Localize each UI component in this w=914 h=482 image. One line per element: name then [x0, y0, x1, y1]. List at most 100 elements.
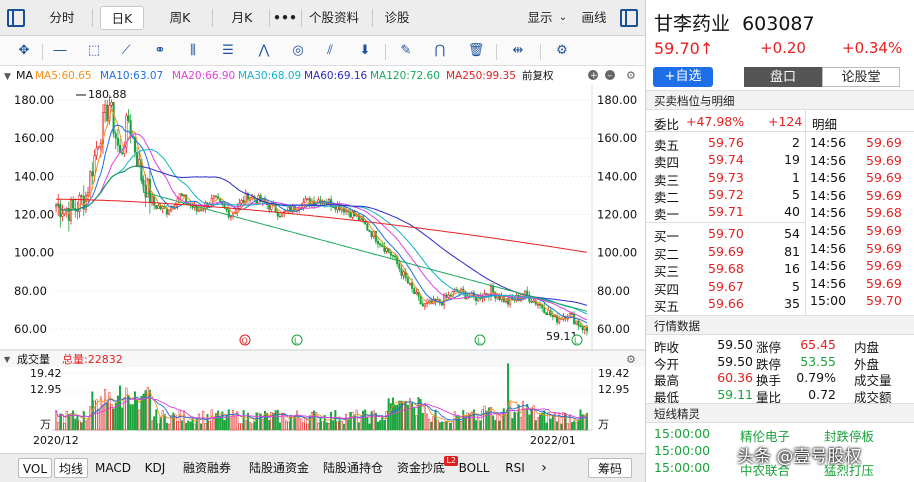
gann-tool-icon[interactable]: ⫽: [327, 43, 333, 58]
parallel-tool-icon[interactable]: ⫼: [190, 43, 196, 58]
alert-time: 15:00:00: [654, 443, 711, 458]
tab-daily-k[interactable]: 日K: [100, 6, 144, 30]
event-marker-l[interactable]: L: [291, 334, 303, 346]
ma-settings-icon[interactable]: ⚙: [626, 69, 636, 82]
add-watchlist-button[interactable]: +自选: [653, 67, 713, 87]
eraser-icon[interactable]: ✎: [400, 43, 412, 58]
candle-body: [492, 286, 495, 293]
alert-time: 15:00:00: [654, 426, 711, 441]
volume-bar: [479, 420, 482, 431]
volume-bar: [583, 414, 586, 431]
volume-bar: [411, 402, 414, 431]
tab-monthly-k[interactable]: 月K: [231, 10, 253, 25]
volume-bar: [556, 421, 559, 431]
kline-chart[interactable]: ▼ MA MA5:60.65 MA10:63.07 MA20:66.90 MA30:6…: [0, 66, 645, 453]
ask-volume: 1: [792, 169, 800, 185]
volume-bar: [355, 409, 358, 431]
volume-bar: [251, 423, 254, 431]
tab-rsi[interactable]: RSI: [505, 461, 525, 475]
expand-icon[interactable]: ⇹: [512, 43, 524, 58]
volume-bar: [430, 421, 433, 431]
link-tool-icon[interactable]: ⚭: [154, 43, 166, 58]
gear-icon[interactable]: ⚙: [556, 43, 568, 58]
detail-time: 14:56: [810, 223, 847, 238]
tab-bottom-fishing[interactable]: 资金抄底 L2: [396, 456, 458, 475]
volume-bar: [558, 413, 561, 431]
quote-label: 跌停: [756, 356, 782, 372]
volume-bar: [330, 411, 333, 431]
event-marker-q[interactable]: Q: [239, 334, 251, 346]
volume-bar: [487, 407, 490, 431]
tab-intraday[interactable]: 分时: [49, 10, 75, 25]
tab-forum[interactable]: 论股堂: [822, 67, 900, 87]
tab-northbound-holding[interactable]: 陆股通持仓: [322, 461, 383, 475]
event-marker-l[interactable]: L: [571, 334, 583, 346]
rect-tool-icon[interactable]: ⬚: [87, 43, 101, 58]
detail-price: 59.69: [866, 223, 902, 238]
ma-legend-item: MA30:68.09: [238, 70, 301, 82]
price-tick-label: 60.00: [14, 322, 47, 336]
panel-toggle-icon[interactable]: [620, 9, 638, 27]
sidebar-toggle-icon[interactable]: [7, 9, 25, 27]
volume-axis-max: 19.42: [30, 367, 62, 380]
volume-bar: [317, 422, 320, 431]
ma-legend-item: MA5:60.65: [35, 70, 92, 82]
bid-price: 59.70: [708, 226, 744, 241]
tab-order-book[interactable]: 盘口: [744, 67, 822, 87]
volume-bar: [415, 415, 418, 431]
bid-price: 59.66: [708, 296, 744, 311]
trash-icon[interactable]: 🗑: [467, 43, 485, 58]
chevron-right-icon[interactable]: ›: [541, 460, 547, 476]
volume-ma-line: [55, 396, 587, 421]
zoom-in-icon[interactable]: [588, 70, 598, 80]
tab-vol[interactable]: VOL: [18, 458, 52, 478]
arrow-down-icon[interactable]: ⬇: [359, 43, 371, 58]
volume-bar: [197, 413, 200, 431]
cycle-tool-icon[interactable]: ◎: [292, 43, 304, 58]
candle-body: [168, 210, 171, 215]
fib-tool-icon[interactable]: ☰: [222, 43, 234, 58]
volume-axis-mid-right: 12.95: [598, 383, 630, 396]
volume-bar: [517, 404, 520, 431]
volume-bar: [509, 402, 512, 431]
candle-body: [104, 104, 107, 113]
flash-header: 短线精灵: [646, 403, 914, 423]
volume-collapse-icon[interactable]: ▼: [4, 355, 11, 364]
tab-macd[interactable]: MACD: [95, 461, 131, 475]
line-tool-icon[interactable]: ―: [53, 43, 67, 58]
tab-northbound-flow[interactable]: 陆股通资金: [248, 461, 309, 475]
tab-ma[interactable]: 均线: [54, 458, 88, 478]
display-menu[interactable]: 显示: [527, 10, 553, 25]
fan-tool-icon[interactable]: ⟋: [121, 43, 131, 58]
svg-text:–: –: [608, 71, 613, 81]
tab-boll[interactable]: BOLL: [458, 461, 490, 475]
candle-body: [553, 315, 557, 318]
zoom-out-icon[interactable]: [605, 70, 615, 80]
volume-axis-unit-right: 万: [598, 418, 609, 431]
more-periods-button[interactable]: •••: [273, 10, 297, 25]
volume-settings-icon[interactable]: ⚙: [626, 353, 636, 366]
volume-bar: [451, 421, 454, 431]
tab-stock-profile[interactable]: 个股资料: [308, 10, 359, 25]
volume-bar: [112, 408, 115, 431]
volume-bar: [193, 423, 196, 431]
tab-margin-trading[interactable]: 融资融券: [182, 461, 231, 475]
volume-bar: [458, 416, 461, 431]
tab-kdj[interactable]: KDJ: [144, 461, 166, 475]
magnet-icon[interactable]: ⋂: [434, 43, 446, 58]
candle-body: [317, 199, 320, 203]
wave-tool-icon[interactable]: ⋀: [258, 43, 270, 58]
volume-bar: [84, 420, 87, 431]
draw-line-button[interactable]: 画线: [581, 10, 607, 25]
ma-collapse-icon[interactable]: ▼: [4, 72, 11, 82]
ma-legend-item: MA120:72.60: [370, 70, 440, 82]
candle-body: [110, 102, 113, 106]
tab-diagnosis[interactable]: 诊股: [384, 10, 410, 25]
tab-chips[interactable]: 筹码: [588, 458, 632, 478]
crosshair-icon[interactable]: ✥: [18, 43, 30, 58]
ask-volume: 5: [792, 186, 800, 202]
volume-bar: [249, 422, 252, 431]
event-marker-l[interactable]: L: [474, 334, 486, 346]
chevron-down-icon[interactable]: ⌄: [558, 12, 568, 23]
tab-weekly-k[interactable]: 周K: [169, 10, 191, 25]
